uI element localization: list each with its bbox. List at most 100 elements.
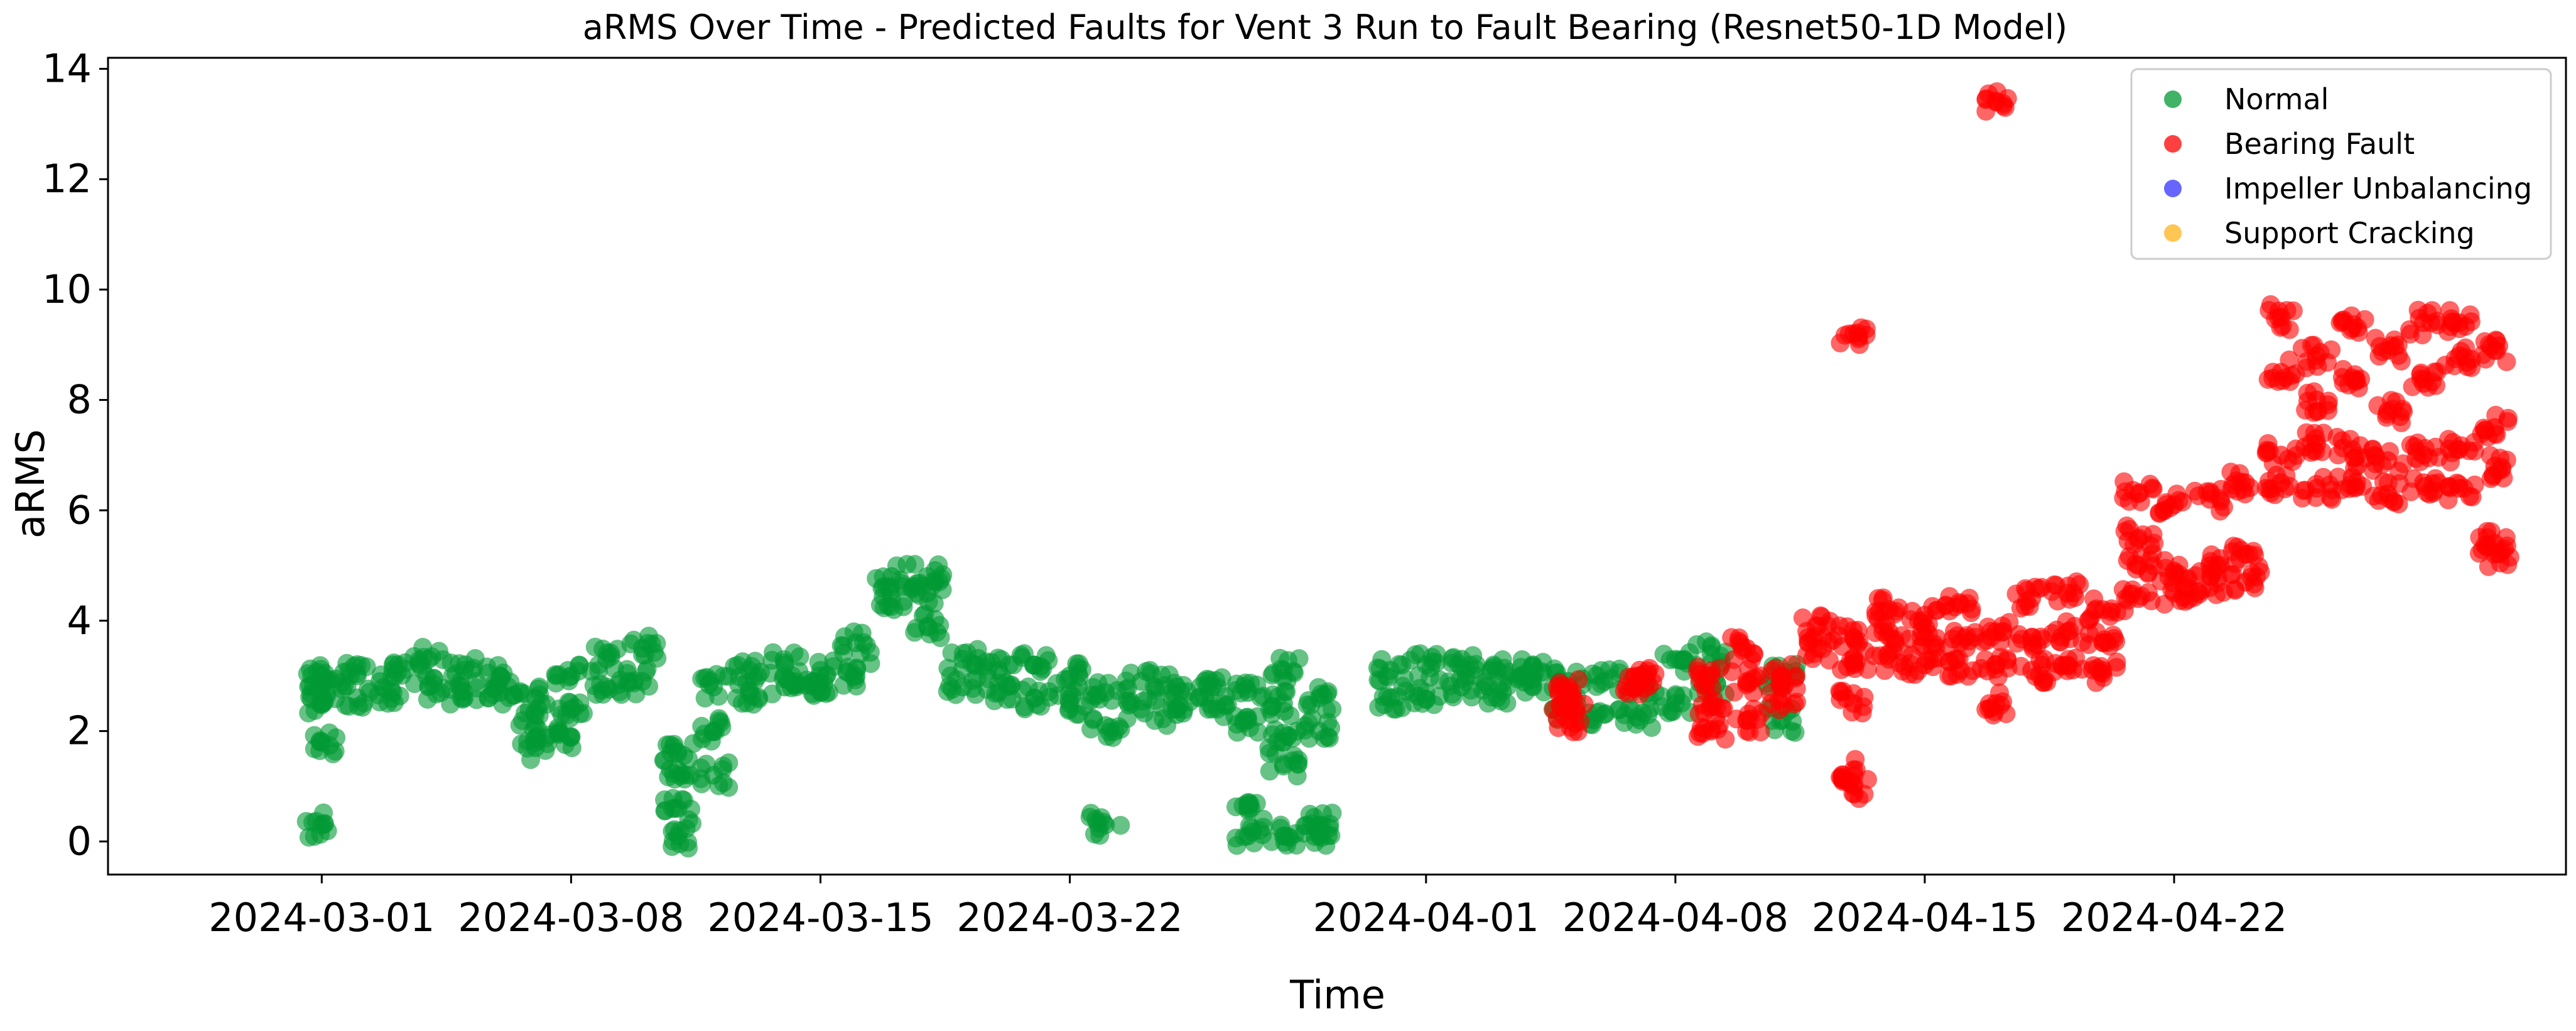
data-point-normal [349,697,368,716]
data-point-normal [1152,665,1171,685]
data-point-bearing-fault [2438,490,2458,510]
data-point-bearing-fault [1853,703,1872,723]
data-point-bearing-fault [2481,445,2500,465]
legend-label: Bearing Fault [2224,127,2415,161]
data-point-bearing-fault [1635,679,1654,698]
data-point-bearing-fault [2345,478,2364,498]
data-point-normal [305,726,324,745]
y-tick-label: 12 [42,156,92,202]
data-point-bearing-fault [2020,597,2039,616]
data-point-bearing-fault [2190,584,2209,604]
data-point-normal [347,664,366,684]
data-point-normal [1516,682,1535,702]
data-point-bearing-fault [2366,329,2385,348]
data-point-bearing-fault [1977,631,1996,650]
data-point-normal [296,812,316,831]
data-point-normal [1702,638,1721,657]
data-point-normal [1687,635,1707,655]
data-point-normal [1153,709,1172,728]
data-point-bearing-fault [2107,652,2126,672]
data-point-normal [1165,684,1184,704]
data-point-normal [695,668,715,688]
data-point-bearing-fault [2126,559,2146,579]
data-point-bearing-fault [2138,582,2158,602]
data-point-bearing-fault [1787,692,1806,712]
y-tick-label: 0 [67,818,92,864]
data-point-bearing-fault [2497,352,2516,371]
data-point-normal [1287,766,1307,786]
data-point-normal [1270,648,1290,668]
data-point-normal [1372,650,1392,669]
data-point-normal [844,622,863,641]
data-point-normal [681,799,701,819]
data-point-bearing-fault [2487,425,2506,444]
data-point-bearing-fault [2392,413,2411,432]
data-point-bearing-fault [2052,627,2071,646]
data-point-bearing-fault [1976,650,1995,669]
data-point-normal [1783,712,1802,731]
data-point-normal [915,604,934,624]
data-point-normal [762,650,782,670]
data-point-normal [318,670,337,689]
data-point-bearing-fault [2278,450,2298,469]
data-point-normal [642,635,661,654]
data-point-bearing-fault [1940,601,1959,621]
legend-box [2130,68,2552,260]
data-point-bearing-fault [2314,467,2333,487]
data-point-normal [1088,685,1108,704]
data-point-bearing-fault [2275,479,2295,499]
data-point-bearing-fault [2221,462,2241,482]
data-point-normal [1405,645,1425,665]
data-point-bearing-fault [2120,584,2140,604]
data-point-normal [559,671,578,690]
data-point-bearing-fault [2045,653,2065,673]
x-tick-label: 2024-03-15 [707,895,933,941]
y-axis: 0 2 4 6 8 10 12 14 [42,46,108,864]
legend-label: Impeller Unbalancing [2224,172,2532,205]
data-point-bearing-fault [2366,454,2385,474]
data-point-normal [1238,793,1257,812]
data-point-normal [1312,828,1331,848]
data-point-normal [489,656,508,675]
y-tick-label: 14 [42,46,92,92]
data-point-bearing-fault [1690,723,1709,743]
data-point-bearing-fault [2104,625,2123,645]
plot-frame [107,57,2567,876]
data-point-bearing-fault [2435,356,2455,375]
data-point-normal [489,675,508,695]
data-point-bearing-fault [1689,658,1708,677]
data-point-normal [1262,697,1281,716]
data-point-normal [1117,709,1137,728]
data-point-bearing-fault [2389,462,2409,481]
data-point-bearing-fault [2439,439,2459,459]
data-point-normal [1260,743,1279,763]
data-point-normal [860,643,880,662]
data-point-bearing-fault [2381,391,2401,410]
data-point-normal [387,663,407,683]
data-point-bearing-fault [2389,494,2408,514]
data-point-bearing-fault [1831,690,1850,709]
data-point-bearing-fault [2155,594,2174,614]
data-point-normal [1299,691,1318,711]
data-point-bearing-fault [2016,579,2035,598]
y-axis-label: aRMS [8,429,53,538]
data-point-bearing-fault [2057,612,2076,631]
data-point-normal [713,756,733,776]
data-point-bearing-fault [2345,365,2364,385]
data-point-normal [692,774,712,794]
data-point-bearing-fault [1979,699,1999,718]
x-tick-label: 2024-03-01 [208,895,435,941]
data-point-bearing-fault [1561,717,1580,737]
data-point-normal [1662,702,1681,721]
data-point-bearing-fault [2403,377,2422,396]
data-point-bearing-fault [2067,572,2086,592]
data-point-normal [584,676,603,696]
data-point-bearing-fault [1724,682,1744,702]
data-point-bearing-fault [2155,551,2175,570]
data-point-bearing-fault [2084,589,2104,609]
data-point-bearing-fault [2298,383,2317,403]
data-point-normal [963,679,982,698]
data-point-normal [985,691,1004,711]
data-point-normal [1592,661,1611,680]
data-point-bearing-fault [2124,535,2143,554]
